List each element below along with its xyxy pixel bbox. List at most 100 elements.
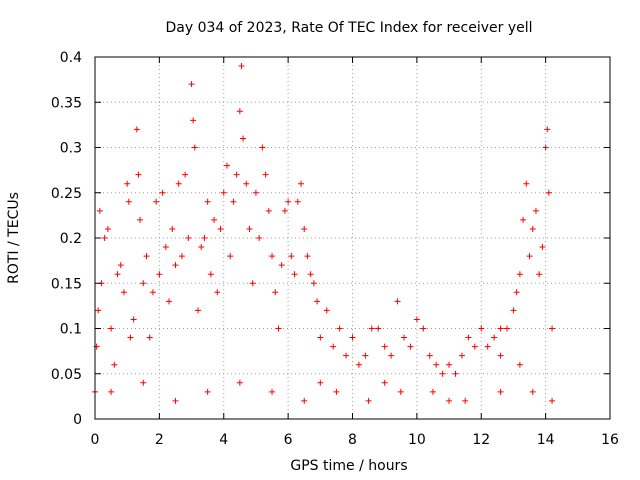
data-point <box>288 253 295 260</box>
data-point <box>149 289 156 296</box>
x-tick-labels: 0 2 4 6 8 10 12 14 16 <box>91 432 619 448</box>
data-point <box>259 144 266 151</box>
data-point <box>204 388 211 395</box>
data-point <box>513 289 520 296</box>
data-point <box>140 280 147 287</box>
data-point <box>314 298 321 305</box>
data-point <box>545 189 552 196</box>
data-point <box>120 289 127 296</box>
data-point <box>362 352 369 359</box>
data-point <box>520 216 527 223</box>
data-point <box>429 388 436 395</box>
data-point <box>323 307 330 314</box>
data-point <box>526 253 533 260</box>
data-point <box>549 325 556 332</box>
data-point <box>243 180 250 187</box>
data-point <box>381 343 388 350</box>
axis-ticks <box>94 56 611 420</box>
y-tick-label: 0.1 <box>60 322 82 338</box>
data-point <box>529 225 536 232</box>
data-point <box>301 225 308 232</box>
y-tick-label: 0.25 <box>51 186 82 202</box>
y-axis-label: ROTI / TECUs <box>6 192 22 284</box>
data-point <box>272 289 279 296</box>
y-tick-labels: 0 0.05 0.1 0.15 0.2 0.25 0.3 0.35 0.4 <box>51 50 82 428</box>
data-point <box>117 262 124 269</box>
data-point <box>252 189 259 196</box>
data-point <box>330 343 337 350</box>
data-point <box>462 397 469 404</box>
data-point <box>294 198 301 205</box>
data-point <box>336 325 343 332</box>
data-point <box>240 135 247 142</box>
y-tick-label: 0.35 <box>51 95 82 111</box>
x-tick-label: 12 <box>472 432 490 448</box>
data-point <box>401 334 407 341</box>
data-point <box>169 225 176 232</box>
data-point <box>195 307 201 314</box>
data-point <box>188 81 195 88</box>
y-tick-label: 0.3 <box>60 141 82 157</box>
data-point <box>191 144 198 151</box>
data-point <box>190 117 197 124</box>
data-point <box>310 280 317 287</box>
x-tick-label: 16 <box>601 432 619 448</box>
chart-title: Day 034 of 2023, Rate Of TEC Index for r… <box>165 20 532 36</box>
data-point <box>343 352 350 359</box>
data-point <box>178 253 185 260</box>
data-point <box>111 361 118 368</box>
data-point <box>172 262 179 269</box>
data-point <box>166 298 173 305</box>
data-point <box>317 379 324 386</box>
data-point <box>307 271 314 278</box>
data-point <box>317 334 324 341</box>
data-point <box>497 325 504 332</box>
data-point <box>262 171 269 178</box>
data-point <box>269 388 276 395</box>
data-point <box>365 397 372 404</box>
data-point <box>249 280 256 287</box>
data-point <box>265 207 272 214</box>
data-point <box>156 271 163 278</box>
data-point <box>246 225 253 232</box>
data-point <box>394 298 401 305</box>
data-point <box>523 180 530 187</box>
data-point <box>446 361 453 368</box>
data-point <box>114 271 121 278</box>
data-point <box>446 397 453 404</box>
data-point <box>220 189 227 196</box>
x-tick-label: 14 <box>537 432 555 448</box>
data-point <box>497 352 504 359</box>
data-point <box>298 180 304 187</box>
data-point <box>127 334 134 341</box>
y-tick-label: 0.2 <box>60 231 82 247</box>
data-point <box>478 325 485 332</box>
data-point <box>439 370 446 377</box>
data-point <box>101 235 108 241</box>
data-point <box>497 388 504 395</box>
data-point <box>426 352 433 359</box>
data-point <box>233 171 240 178</box>
data-point <box>207 271 214 278</box>
data-point <box>95 307 102 314</box>
data-point <box>96 207 103 214</box>
data-point <box>471 343 478 350</box>
data-point <box>223 162 230 169</box>
data-point <box>368 325 375 332</box>
data-point <box>285 198 292 205</box>
data-point <box>175 180 182 187</box>
data-point <box>544 126 551 133</box>
data-point <box>125 198 132 205</box>
data-point <box>278 262 285 269</box>
data-point <box>185 235 192 241</box>
data-point <box>491 334 498 341</box>
x-tick-label: 10 <box>408 432 426 448</box>
data-point <box>465 334 472 341</box>
data-point <box>433 361 440 368</box>
data-point <box>130 316 137 323</box>
data-point <box>146 334 153 341</box>
data-point <box>516 361 523 368</box>
data-point <box>420 325 427 332</box>
y-tick-label: 0.05 <box>51 367 82 383</box>
